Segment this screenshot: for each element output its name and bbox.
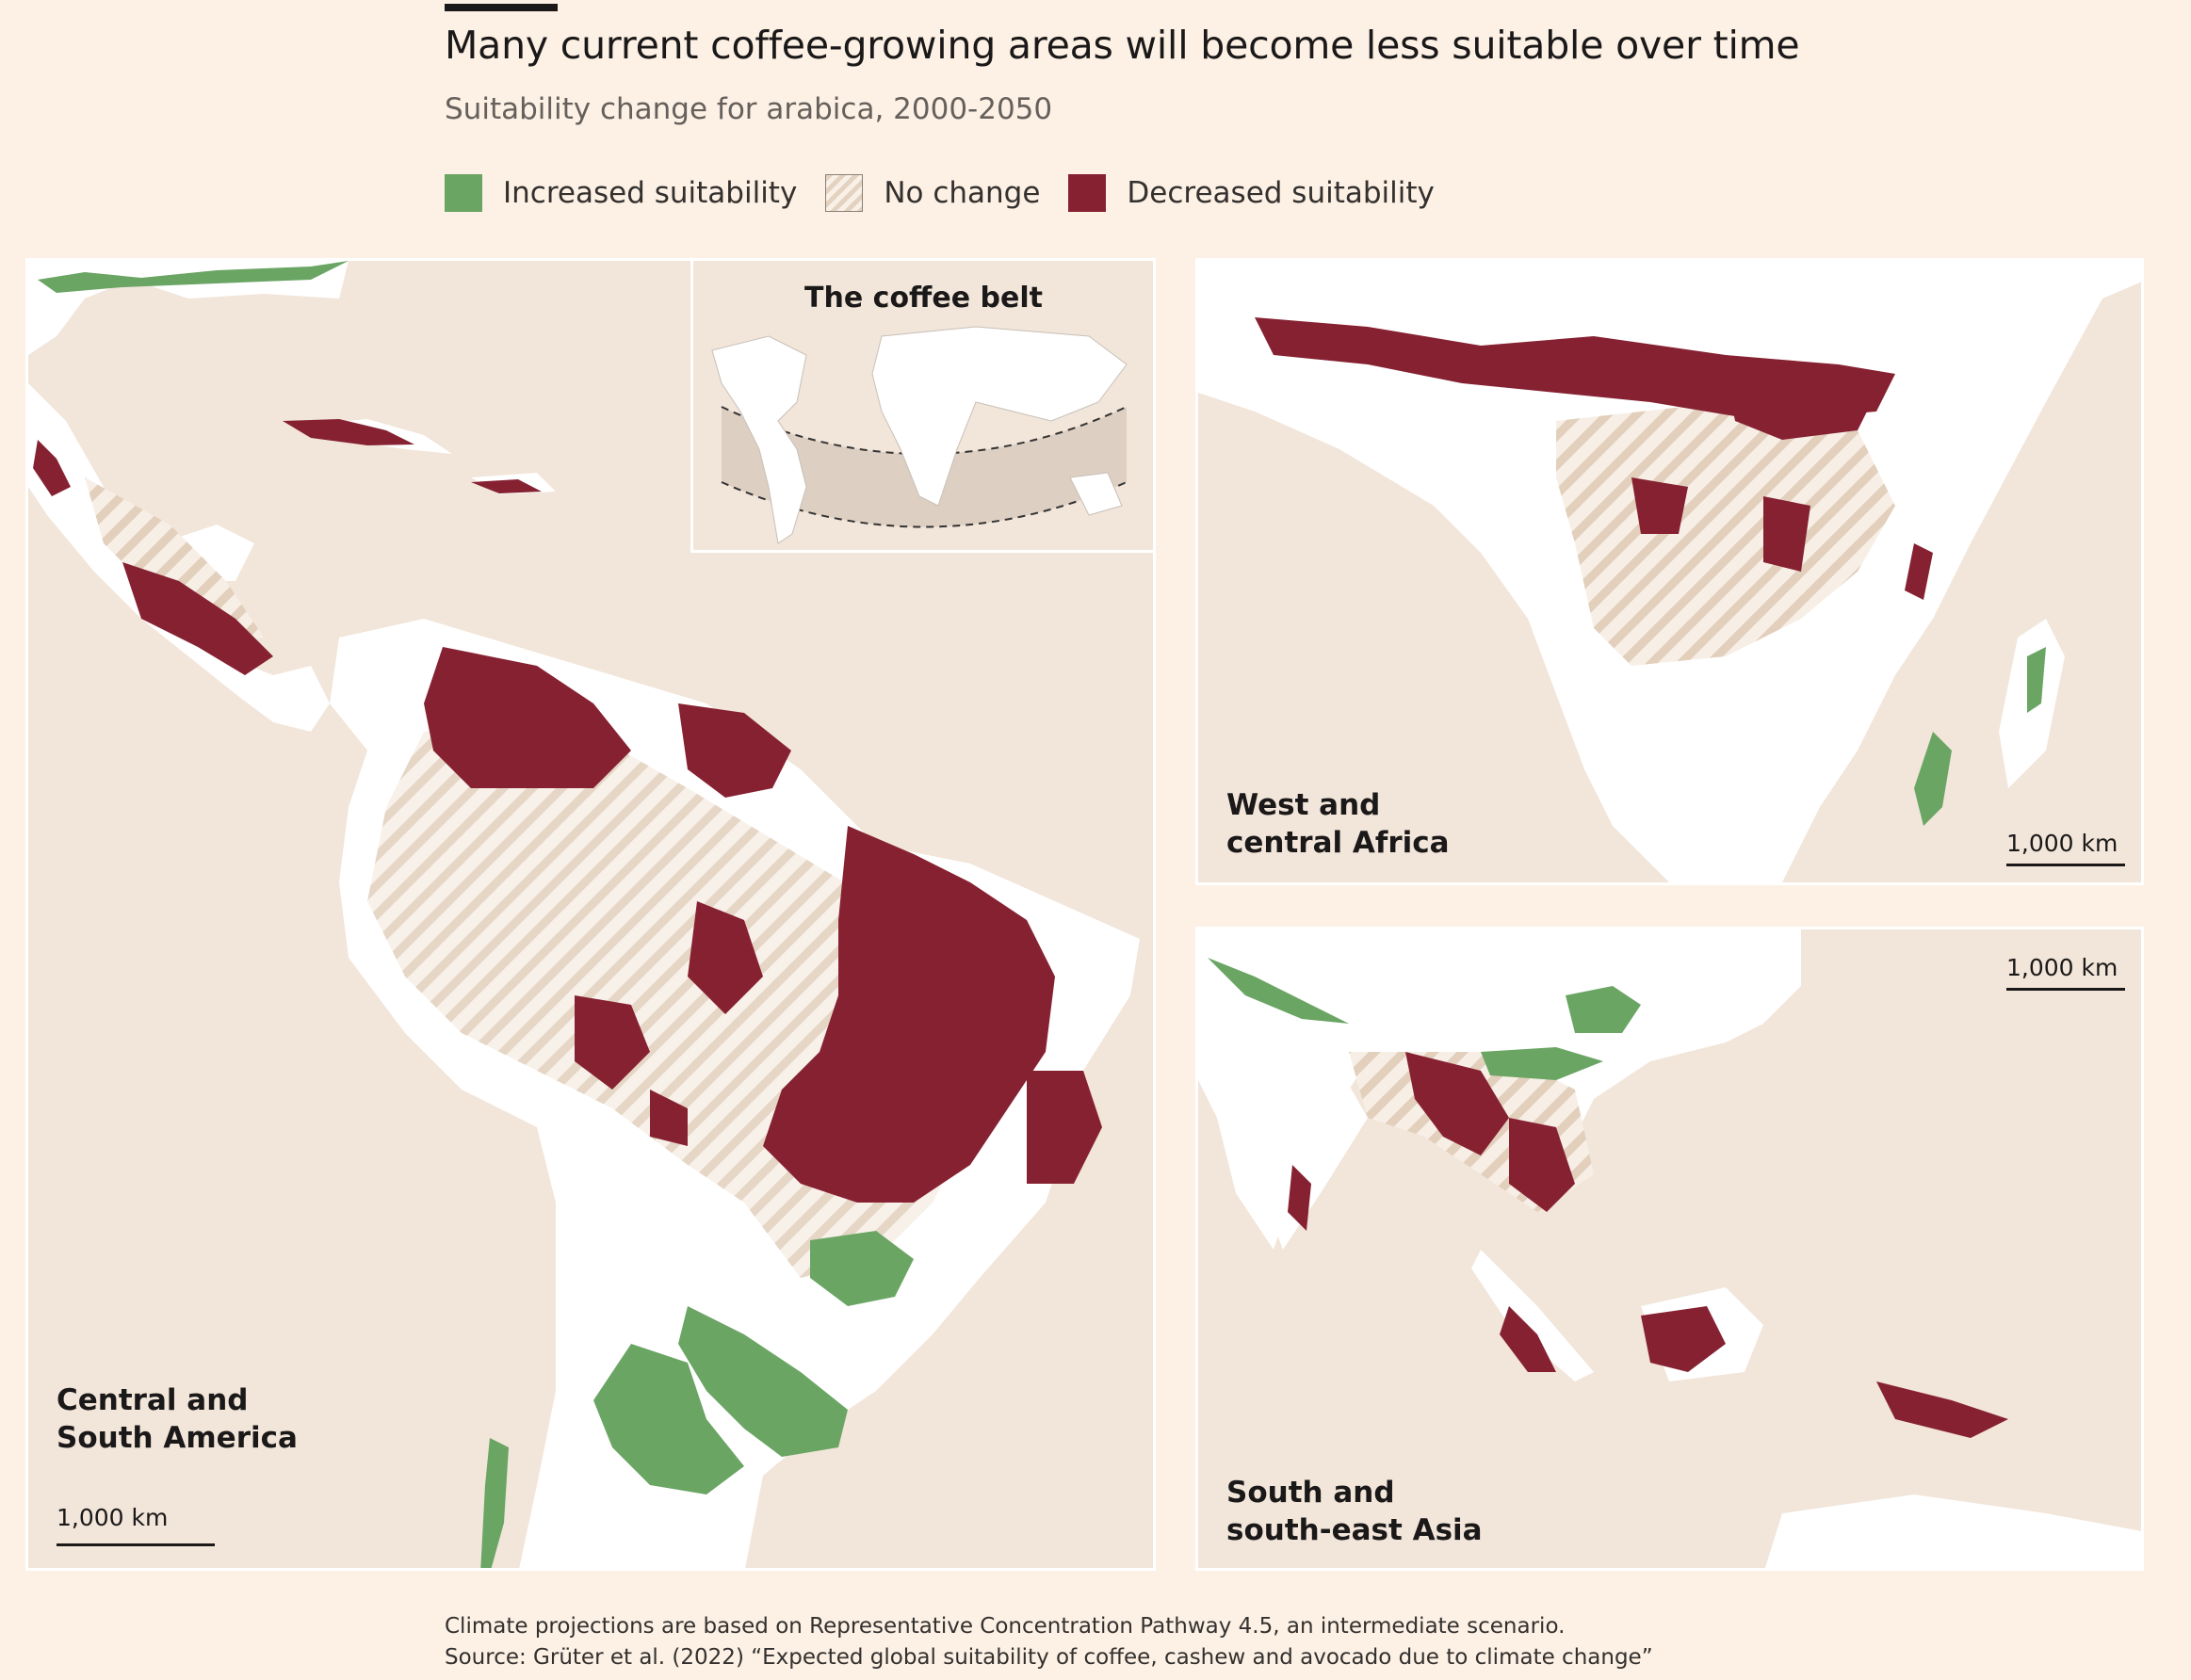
- coffee-belt-globe: [711, 326, 1128, 544]
- legend-item-increased: Increased suitability: [445, 174, 797, 212]
- scale-bar-americas: 1,000 km: [57, 1504, 215, 1546]
- map-panel-africa: West and central Africa 1,000 km: [1195, 258, 2144, 885]
- scale-label-americas: 1,000 km: [57, 1504, 169, 1531]
- legend-label-increased: Increased suitability: [503, 176, 798, 210]
- region-label-asia-line1: South and: [1226, 1476, 1395, 1510]
- decreased-areas-africa: [1255, 317, 1933, 600]
- map-panel-americas: Central and South America 1,000 km The c…: [25, 258, 1156, 1571]
- americas-map: [28, 261, 1140, 1568]
- region-label-africa-line2: central Africa: [1226, 826, 1450, 860]
- scale-bar-asia: 1,000 km: [2006, 954, 2125, 991]
- footer-source: Source: Grüter et al. (2022) “Expected g…: [445, 1645, 1653, 1670]
- legend-label-decreased: Decreased suitability: [1127, 176, 1435, 210]
- region-label-africa: West and central Africa: [1226, 786, 1450, 862]
- region-label-asia-line2: south-east Asia: [1226, 1513, 1483, 1547]
- region-label-americas-line2: South America: [57, 1421, 298, 1455]
- legend-swatch-no-change: [825, 174, 864, 212]
- globe-land-australia: [1069, 472, 1123, 516]
- increased-areas-asia: [1208, 958, 1641, 1080]
- scale-label-asia: 1,000 km: [2006, 954, 2118, 981]
- legend-swatch-decreased: [1068, 174, 1107, 212]
- legend-swatch-increased: [445, 174, 482, 212]
- africa-map: [1198, 261, 2141, 882]
- increased-areas-africa: [1914, 647, 2046, 826]
- region-label-americas-line1: Central and: [57, 1383, 249, 1417]
- land-australia: [1764, 1494, 2141, 1568]
- region-label-africa-line1: West and: [1226, 788, 1381, 822]
- no-change-area-central-america: [85, 477, 264, 647]
- land-indian-peninsula: [1217, 1052, 1368, 1250]
- land-mexico-central-america: [28, 383, 330, 732]
- coffee-belt-inset: The coffee belt: [690, 261, 1153, 553]
- scale-label-africa: 1,000 km: [2006, 830, 2118, 857]
- legend-item-decreased: Decreased suitability: [1068, 174, 1435, 212]
- globe-land-eurasia-africa: [871, 326, 1128, 507]
- inset-title: The coffee belt: [804, 282, 1043, 315]
- map-panel-asia: South and south-east Asia 1,000 km: [1195, 927, 2144, 1571]
- decreased-areas-asia: [1288, 1052, 2008, 1438]
- region-label-asia: South and south-east Asia: [1226, 1474, 1483, 1549]
- increased-areas-americas: [38, 261, 914, 1568]
- legend-item-no-change: No change: [825, 174, 1040, 212]
- no-change-area-central-africa: [1556, 402, 1895, 666]
- chart-subtitle: Suitability change for arabica, 2000-205…: [445, 92, 1053, 126]
- decreased-areas-americas: [33, 419, 1102, 1203]
- legend-label-no-change: No change: [884, 176, 1041, 210]
- legend: Increased suitability No change Decrease…: [445, 172, 1463, 214]
- chart-title: Many current coffee-growing areas will b…: [445, 23, 1800, 68]
- scale-bar-africa: 1,000 km: [2006, 830, 2125, 866]
- region-label-americas: Central and South America: [57, 1381, 298, 1457]
- footer-note: Climate projections are based on Represe…: [445, 1614, 1566, 1639]
- globe-land-americas: [711, 335, 807, 544]
- land-sumatra: [1471, 1250, 1594, 1381]
- header-rule: [445, 4, 558, 11]
- asia-map: [1198, 929, 2141, 1568]
